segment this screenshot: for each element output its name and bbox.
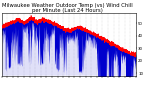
Text: Milwaukee Weather Outdoor Temp (vs) Wind Chill per Minute (Last 24 Hours): Milwaukee Weather Outdoor Temp (vs) Wind… [2,3,133,13]
